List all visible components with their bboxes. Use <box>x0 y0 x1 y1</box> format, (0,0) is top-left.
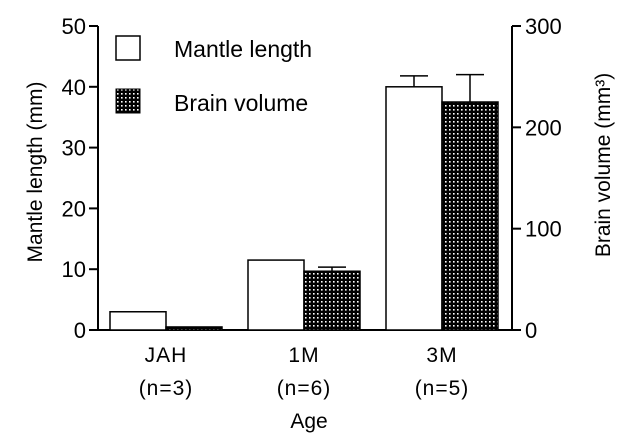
category-sublabel: (n=6) <box>277 377 332 400</box>
right-y-axis-label: Brain volume (mm³) <box>592 73 615 257</box>
category-sublabel: (n=5) <box>415 377 470 400</box>
category-sublabel: (n=3) <box>139 377 194 400</box>
category-label: 1M <box>288 344 319 367</box>
bar-mantle-length-3m <box>385 86 443 331</box>
right-y-axis: 0 100 200 300 <box>512 14 562 343</box>
left-y-axis: 0 10 20 30 40 50 <box>62 14 98 343</box>
legend-swatch-mantle-length <box>115 35 141 61</box>
bar-brain-volume-3m <box>441 101 499 331</box>
right-tick-label: 0 <box>525 318 537 343</box>
bar-mantle-length-jah <box>109 311 167 331</box>
left-tick-label: 30 <box>62 136 86 161</box>
bar-brain-volume-jah <box>165 326 223 331</box>
right-tick-label: 100 <box>525 217 562 242</box>
legend: Mantle length Brain volume <box>115 35 312 116</box>
category-label: 3M <box>426 344 457 367</box>
category-label: JAH <box>145 344 188 367</box>
legend-label-brain-volume: Brain volume <box>174 90 308 116</box>
right-tick-label: 200 <box>525 115 562 140</box>
x-axis-label: Age <box>290 410 327 433</box>
left-tick-label: 50 <box>62 14 86 39</box>
left-tick-label: 0 <box>74 318 86 343</box>
left-tick-label: 40 <box>62 75 86 100</box>
left-tick-label: 20 <box>62 196 86 221</box>
legend-label-mantle-length: Mantle length <box>174 36 312 62</box>
bar-brain-volume-1m <box>303 270 361 331</box>
left-y-axis-label: Mantle length (mm) <box>24 82 47 263</box>
bar-mantle-length-1m <box>247 259 305 331</box>
right-tick-label: 300 <box>525 14 562 39</box>
category-labels: JAH (n=3) 1M (n=6) 3M (n=5) <box>139 344 470 400</box>
bars <box>109 73 499 331</box>
legend-swatch-brain-volume <box>115 88 141 114</box>
left-tick-label: 10 <box>62 257 86 282</box>
